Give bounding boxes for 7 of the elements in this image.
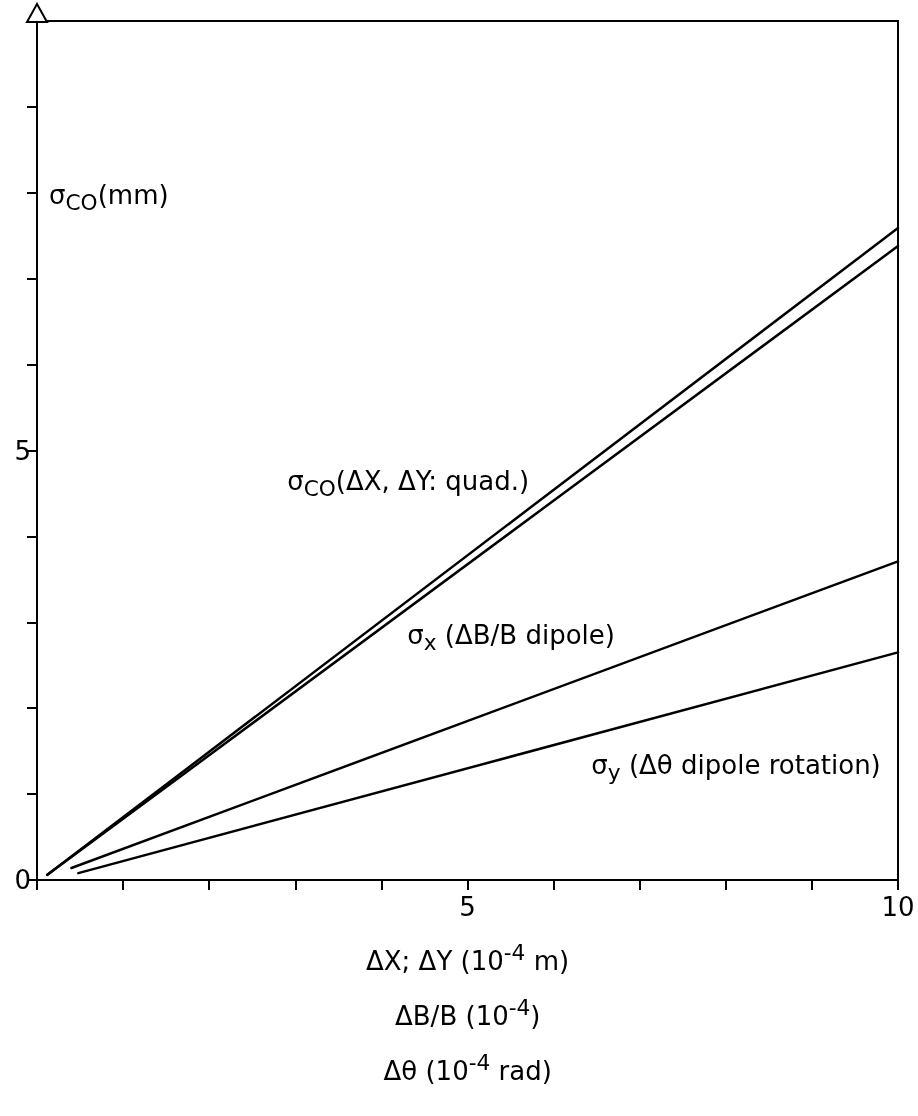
series-label: σ$_{x}$ (ΔB/B dipole): [407, 619, 615, 657]
series-label: σ$_{y}$ (Δθ dipole rotation): [591, 750, 881, 787]
x-tick-label: 10: [881, 892, 915, 922]
y-axis-title: σ$_{CO}$(mm): [49, 180, 169, 217]
y-tick-label: 0: [14, 865, 31, 895]
text: ΔX; ΔY (10$^{-4}$ m) ΔB/B (10$^{-4}$) Δθ (10$^{-4}$ rad): [366, 940, 570, 1086]
series-label: σ$_{CO}$(ΔX, ΔY: quad.): [287, 466, 530, 503]
